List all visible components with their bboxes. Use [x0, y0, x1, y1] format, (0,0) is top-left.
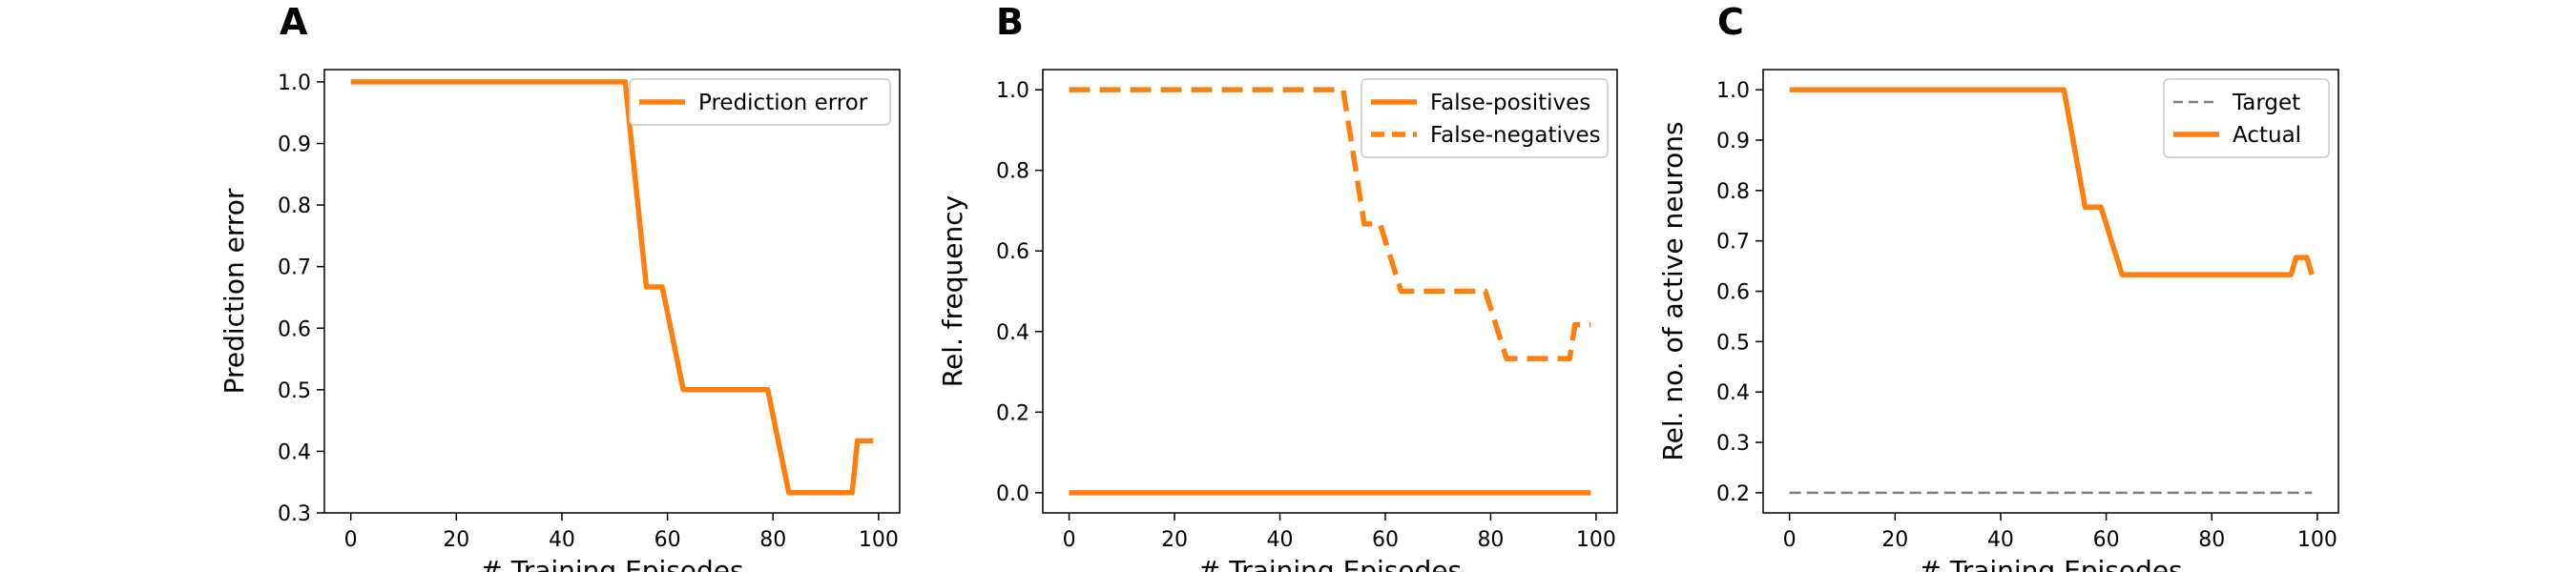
panel-letter-b: B — [996, 1, 1024, 43]
y-axis-label-a: Prediction error — [218, 188, 250, 394]
legend-label-c-1: Target — [2232, 91, 2300, 115]
legend-c: Target Actual — [2163, 78, 2330, 158]
y-tick-label-a: 0.7 — [278, 256, 311, 280]
legend-box-b — [1361, 78, 1609, 158]
x-tick-label-c: 100 — [2297, 528, 2337, 552]
panel-letter-c: C — [1717, 1, 1744, 43]
y-tick-label-a: 0.3 — [278, 502, 311, 526]
y-tick-label-a: 0.9 — [278, 133, 311, 157]
panel-b: B 0 20 40 60 80 100 0.0 0.2 0.4 0.6 0.8 1.0 # Train… — [937, 1, 1618, 572]
x-tick-label-a: 0 — [344, 528, 358, 552]
y-tick-label-b: 0.8 — [996, 160, 1029, 184]
y-tick-label-a: 0.6 — [278, 317, 311, 341]
x-tick-label-b: 0 — [1063, 528, 1076, 552]
legend-a: Prediction error — [629, 78, 891, 126]
x-axis-label-a: # Training Episodes — [480, 555, 743, 572]
series-line-a-1 — [350, 79, 874, 496]
panel-a: A 0 20 40 60 80 100 0.3 0.4 0.5 0.6 0.7 0.8 0.9 1.0 #… — [218, 1, 901, 572]
y-tick-label-c: 0.3 — [1716, 432, 1750, 456]
y-tick-label-c: 1.0 — [1716, 79, 1750, 103]
x-tick-label-c: 60 — [2093, 528, 2120, 552]
x-tick-label-a: 60 — [654, 528, 681, 552]
series-line-b-2 — [1069, 87, 1591, 361]
y-tick-label-c: 0.7 — [1716, 231, 1750, 255]
x-tick-label-b: 60 — [1372, 528, 1399, 552]
plot-frame-a — [323, 69, 901, 514]
legend-label-b-2: False-negatives — [1430, 123, 1601, 148]
legend-box-a — [629, 78, 891, 126]
y-tick-label-c: 0.6 — [1716, 281, 1750, 305]
y-tick-label-c: 0.2 — [1716, 482, 1750, 506]
x-axis-label-c: # Training Episodes — [1919, 555, 2182, 572]
y-tick-label-b: 0.2 — [996, 401, 1029, 425]
legend-label-b-1: False-positives — [1430, 91, 1590, 115]
y-tick-label-c: 0.5 — [1716, 331, 1750, 355]
series-line-c-2 — [1789, 87, 2315, 277]
x-tick-label-b: 80 — [1477, 528, 1504, 552]
y-tick-label-b: 0.6 — [996, 240, 1029, 264]
x-tick-label-b: 100 — [1576, 528, 1616, 552]
y-tick-label-c: 0.9 — [1716, 130, 1750, 153]
x-tick-label-c: 40 — [1987, 528, 2014, 552]
y-tick-label-b: 0.0 — [996, 482, 1029, 506]
panel-c: C 0 20 40 60 80 100 0.2 0.3 0.4 0.5 0.6 0.7 0.8 0.9 1.… — [1657, 1, 2339, 572]
x-tick-label-b: 40 — [1267, 528, 1294, 552]
x-tick-label-c: 20 — [1881, 528, 1908, 552]
x-axis-label-b: # Training Episodes — [1198, 555, 1462, 572]
y-tick-label-b: 0.4 — [996, 321, 1029, 345]
x-tick-label-a: 100 — [859, 528, 899, 552]
y-tick-label-b: 1.0 — [996, 79, 1029, 103]
y-tick-label-a: 1.0 — [278, 72, 311, 95]
panel-letter-a: A — [280, 1, 308, 43]
legend-label-c-2: Actual — [2233, 123, 2301, 148]
legend-box-c — [2163, 78, 2330, 158]
y-tick-label-a: 0.8 — [278, 194, 311, 218]
y-tick-label-a: 0.4 — [278, 440, 311, 464]
x-tick-label-a: 20 — [443, 528, 469, 552]
y-axis-label-c: Rel. no. of active neurons — [1657, 121, 1689, 460]
x-tick-label-a: 80 — [759, 528, 786, 552]
y-axis-label-b: Rel. frequency — [937, 195, 968, 387]
y-tick-label-c: 0.8 — [1716, 180, 1750, 204]
y-tick-label-a: 0.5 — [278, 379, 311, 403]
x-tick-label-b: 20 — [1161, 528, 1188, 552]
legend-label-a-1: Prediction error — [698, 91, 868, 115]
legend-b: False-positives False-negatives — [1361, 78, 1609, 158]
x-tick-label-a: 40 — [549, 528, 575, 552]
x-tick-label-c: 0 — [1783, 528, 1797, 552]
x-tick-label-c: 80 — [2198, 528, 2225, 552]
plot-frame-b — [1042, 69, 1618, 514]
y-tick-label-c: 0.4 — [1716, 381, 1750, 405]
